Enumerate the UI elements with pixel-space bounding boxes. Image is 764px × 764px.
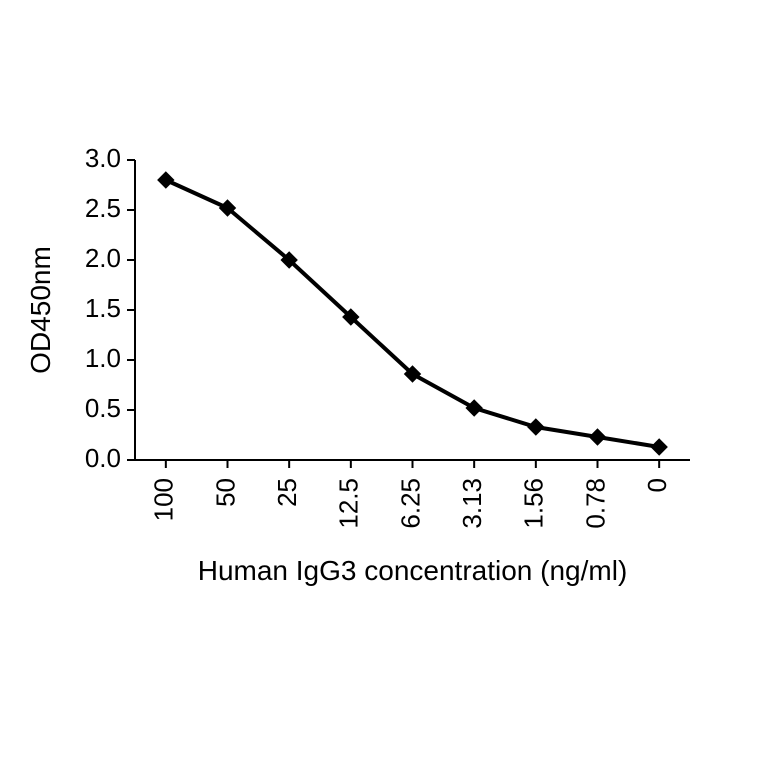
x-tick-label: 3.13: [457, 478, 487, 529]
x-tick-label: 12.5: [334, 478, 364, 529]
y-tick-label: 1.0: [85, 343, 121, 373]
x-tick-label: 50: [210, 478, 240, 507]
y-tick-label: 0.5: [85, 393, 121, 423]
data-marker: [651, 439, 667, 455]
x-tick-label: 0.78: [580, 478, 610, 529]
x-axis-title: Human IgG3 concentration (ng/ml): [198, 555, 628, 586]
y-axis-title: OD450nm: [25, 246, 56, 374]
y-tick-label: 3.0: [85, 143, 121, 173]
data-marker: [158, 172, 174, 188]
data-line: [166, 180, 659, 447]
data-marker: [528, 419, 544, 435]
x-tick-label: 25: [272, 478, 302, 507]
y-tick-label: 1.5: [85, 293, 121, 323]
x-tick-label: 1.56: [519, 478, 549, 529]
y-tick-label: 0.0: [85, 443, 121, 473]
x-tick-label: 100: [149, 478, 179, 521]
y-tick-label: 2.5: [85, 193, 121, 223]
x-tick-label: 6.25: [395, 478, 425, 529]
data-marker: [466, 400, 482, 416]
x-tick-label: 0: [642, 478, 672, 492]
data-marker: [590, 429, 606, 445]
y-tick-label: 2.0: [85, 243, 121, 273]
chart-svg: 0.0 0.5 1.0 1.5 2.0 2.5 3.0 OD450nm 100 50 25 12.5 6…: [0, 0, 764, 764]
chart-container: 0.0 0.5 1.0 1.5 2.0 2.5 3.0 OD450nm 100 50 25 12.5 6…: [0, 0, 764, 764]
